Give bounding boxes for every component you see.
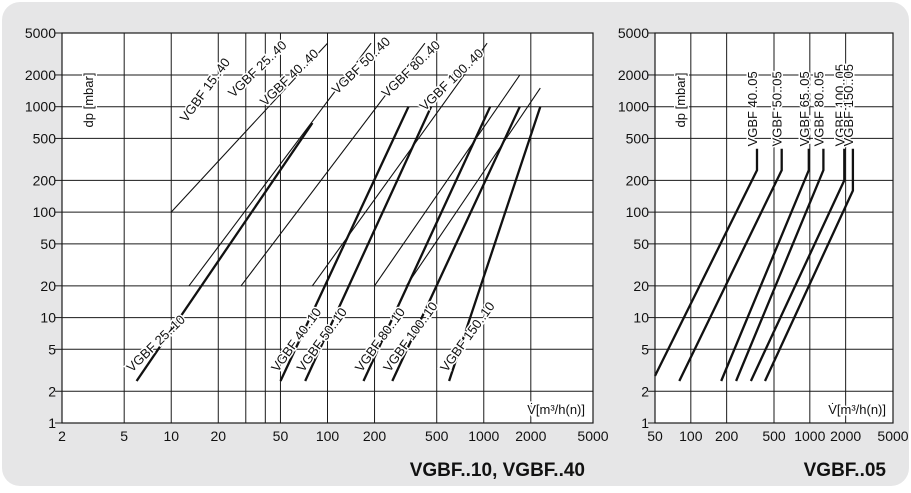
- y-tick-label: 5: [641, 341, 649, 357]
- series-line-6: [763, 148, 855, 382]
- series-line-4: [735, 148, 825, 382]
- series-line-3: [240, 42, 426, 287]
- series-line-11: [391, 106, 521, 382]
- series-label: VGBF 50..05: [770, 71, 785, 146]
- series-label: VGBF 100..05: [832, 64, 847, 146]
- y-tick-label: 20: [633, 278, 649, 294]
- plot-border: [654, 32, 894, 424]
- series-line-8: [279, 106, 410, 382]
- chart-caption: VGBF..05: [804, 460, 887, 481]
- y-tick-label: 50: [633, 236, 649, 252]
- y-tick-label: 500: [626, 130, 650, 146]
- y-tick-label: 2: [641, 383, 649, 399]
- y-tick-label: 2000: [25, 67, 56, 83]
- y-tick-label: 200: [626, 172, 650, 188]
- x-tick-label: 200: [363, 428, 387, 444]
- y-tick-label: 50: [40, 236, 56, 252]
- y-tick-label: 200: [33, 172, 57, 188]
- x-tick-label: 50: [647, 428, 663, 444]
- chart-right: 50 100 200 500 1000 2000 5000 1 2 5 10 20 50 100 200 50…: [618, 25, 909, 481]
- x-tick-label: 2: [58, 428, 66, 444]
- x-axis-label: V̇[m³/h(n)]: [828, 402, 886, 417]
- x-tick-label: 500: [762, 428, 786, 444]
- y-tick-label: 1000: [618, 99, 649, 115]
- y-tick-label: 10: [633, 310, 649, 326]
- x-tick-label: 5000: [877, 428, 908, 444]
- chart-caption: VGBF..10, VGBF..40: [410, 460, 585, 481]
- x-tick-label: 10: [163, 428, 179, 444]
- x-tick-label: 100: [679, 428, 703, 444]
- y-tick-label: 100: [33, 204, 57, 220]
- x-tick-label: 100: [316, 428, 340, 444]
- chart-left: 2 5 10 20 50 100 200 500 1000 2000 500012510205010…: [25, 25, 609, 481]
- series-line-1: [653, 148, 759, 377]
- series-label: VGBF 150..05: [841, 64, 856, 146]
- series-label: VGBF 80..05: [811, 71, 826, 146]
- y-tick-label: 10: [40, 310, 56, 326]
- series-line-9: [304, 106, 433, 382]
- x-axis-label: V̇[m³/h(n)]: [527, 402, 585, 417]
- y-tick-label: 100: [626, 204, 650, 220]
- y-tick-label: 1000: [25, 99, 56, 115]
- series-line-5: [749, 148, 846, 382]
- x-tick-label: 1000: [794, 428, 825, 444]
- x-tick-label: 20: [210, 428, 226, 444]
- series-line-4: [311, 42, 488, 287]
- x-tick-label: 500: [425, 428, 449, 444]
- y-tick-label: 20: [40, 278, 56, 294]
- series-line-1: [170, 42, 328, 213]
- x-tick-label: 50: [273, 428, 289, 444]
- y-tick-label: 5000: [25, 25, 56, 41]
- y-tick-label: 500: [33, 130, 57, 146]
- series-line-12: [448, 106, 542, 382]
- series-label: VGBF 40..05: [745, 71, 760, 146]
- y-tick-label: 1: [48, 415, 56, 431]
- x-tick-label: 5: [120, 428, 128, 444]
- series-label: VGBF 65..05: [797, 71, 812, 146]
- plot-border: [61, 32, 594, 424]
- x-tick-label: 1000: [468, 428, 499, 444]
- y-tick-label: 2000: [618, 67, 649, 83]
- x-tick-label: 200: [715, 428, 739, 444]
- series-line-2: [678, 148, 783, 382]
- series-line-6: [405, 87, 541, 287]
- x-tick-label: 2000: [830, 428, 861, 444]
- y-tick-label: 5000: [618, 25, 649, 41]
- series-line-10: [362, 106, 492, 382]
- series-line-2: [188, 42, 372, 287]
- y-tick-label: 2: [48, 383, 56, 399]
- series-line-7: [135, 122, 314, 382]
- x-tick-label: 5000: [577, 428, 608, 444]
- y-axis-label: dp [mbar]: [81, 73, 96, 128]
- series-line-3: [720, 148, 810, 382]
- series-line-5: [374, 74, 521, 287]
- y-axis-label: dp [mbar]: [673, 73, 688, 128]
- y-tick-label: 5: [48, 341, 56, 357]
- y-tick-label: 1: [641, 415, 649, 431]
- x-tick-label: 2000: [515, 428, 546, 444]
